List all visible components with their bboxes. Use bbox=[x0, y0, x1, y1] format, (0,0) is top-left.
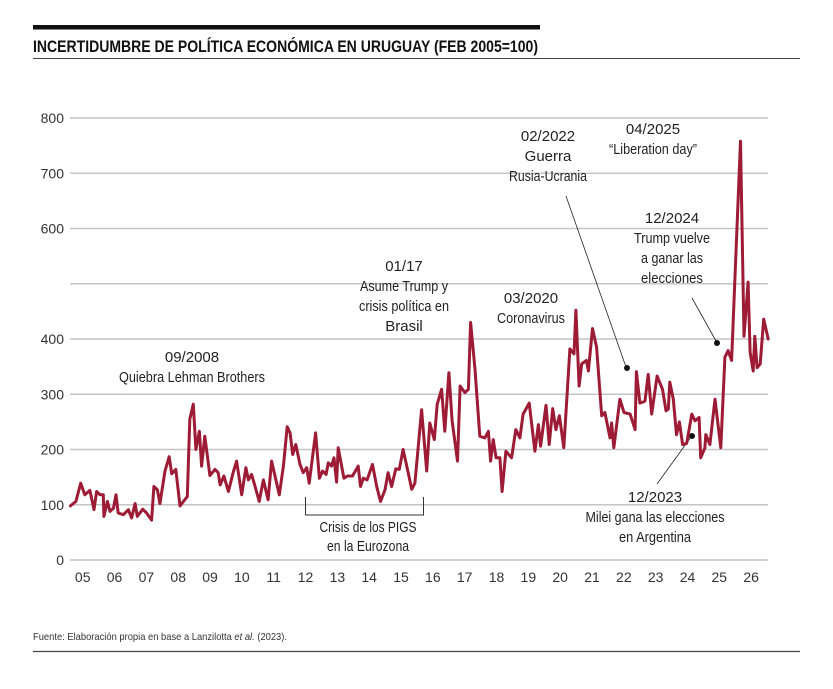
annotation-trump-2024: 12/2024 Trump vuelve a ganar las eleccio… bbox=[634, 210, 720, 346]
annotation-text: “Liberation day” bbox=[609, 141, 697, 158]
annotation-text: Asume Trump y bbox=[360, 278, 448, 295]
annotation-ukraine: 02/2022 Guerra Rusia-Ucrania bbox=[509, 128, 630, 371]
x-tick-label: 23 bbox=[648, 569, 664, 585]
annotation-text: 12/2024 bbox=[645, 210, 699, 227]
annotation-text: a ganar las bbox=[641, 250, 703, 267]
x-tick-label: 14 bbox=[361, 569, 377, 585]
annotation-text: Trump vuelve bbox=[634, 230, 710, 247]
x-tick-label: 13 bbox=[330, 569, 346, 585]
x-tick-label: 12 bbox=[298, 569, 314, 585]
x-axis-ticks: 05 06 07 08 09 10 11 12 13 14 15 16 17 18 19 20 21 22 23 24… bbox=[75, 569, 759, 585]
annotation-pigs: Crisis de los PIGS en la Eurozona bbox=[305, 497, 424, 555]
y-tick-label: 100 bbox=[41, 497, 65, 513]
leader-line bbox=[565, 195, 627, 368]
x-tick-label: 15 bbox=[393, 569, 409, 585]
gridlines bbox=[70, 117, 768, 561]
x-tick-label: 09 bbox=[202, 569, 218, 585]
annotation-text: 03/2020 bbox=[504, 290, 558, 307]
y-tick-label: 0 bbox=[56, 552, 64, 568]
annotation-trump-2017: 01/17 Asume Trump y crisis política en B… bbox=[359, 258, 449, 335]
source-italic: et al. bbox=[234, 631, 254, 643]
annotation-text: Crisis de los PIGS bbox=[320, 519, 417, 536]
y-tick-label: 700 bbox=[41, 165, 65, 181]
x-tick-label: 25 bbox=[712, 569, 728, 585]
x-tick-label: 24 bbox=[680, 569, 696, 585]
x-tick-label: 18 bbox=[489, 569, 505, 585]
marker-dot bbox=[689, 433, 695, 439]
y-tick-label: 300 bbox=[41, 386, 65, 402]
x-tick-label: 19 bbox=[521, 569, 537, 585]
top-rule bbox=[33, 25, 540, 30]
annotation-text: Quiebra Lehman Brothers bbox=[119, 369, 265, 386]
annotation-lehman: 09/2008 Quiebra Lehman Brothers bbox=[119, 349, 265, 386]
chart-title: INCERTIDUMBRE DE POLÍTICA ECONÓMICA EN U… bbox=[33, 37, 538, 56]
y-tick-label: 800 bbox=[41, 110, 65, 126]
annotation-text: en la Eurozona bbox=[327, 538, 410, 555]
annotation-text: Brasil bbox=[385, 318, 423, 335]
x-tick-label: 07 bbox=[139, 569, 155, 585]
annotation-text: 09/2008 bbox=[165, 349, 219, 366]
marker-dot bbox=[624, 365, 630, 371]
marker-dot bbox=[714, 340, 720, 346]
annotation-liberation-day: 04/2025 “Liberation day” bbox=[609, 121, 697, 158]
data-points bbox=[70, 141, 769, 521]
y-tick-label: 600 bbox=[41, 221, 65, 237]
x-tick-label: 06 bbox=[107, 569, 123, 585]
source-text-end: (2023). bbox=[255, 631, 287, 643]
x-tick-label: 11 bbox=[266, 569, 281, 585]
y-tick-label: 400 bbox=[41, 331, 65, 347]
x-tick-label: 08 bbox=[170, 569, 186, 585]
annotation-text: elecciones bbox=[641, 270, 703, 287]
leader-line bbox=[691, 297, 717, 342]
annotation-text: Guerra bbox=[525, 148, 572, 165]
x-tick-label: 17 bbox=[457, 569, 473, 585]
x-tick-label: 22 bbox=[616, 569, 632, 585]
annotation-text: Coronavirus bbox=[497, 310, 565, 327]
annotation-text: 04/2025 bbox=[626, 121, 680, 138]
y-axis-ticks: 0 100 200 300 400 600 700 800 bbox=[41, 110, 65, 568]
x-tick-label: 16 bbox=[425, 569, 441, 585]
x-tick-label: 21 bbox=[584, 569, 600, 585]
annotation-milei: 12/2023 Milei gana las elecciones en Arg… bbox=[586, 433, 725, 546]
pigs-bracket bbox=[305, 497, 424, 516]
source-text: Fuente: Elaboración propia en base a Lan… bbox=[33, 631, 234, 643]
x-tick-label: 26 bbox=[743, 569, 759, 585]
annotation-text: 01/17 bbox=[385, 258, 423, 275]
y-tick-label: 200 bbox=[41, 442, 65, 458]
x-tick-label: 20 bbox=[552, 569, 568, 585]
annotation-text: Rusia-Ucrania bbox=[509, 168, 588, 185]
x-tick-label: 10 bbox=[234, 569, 250, 585]
x-tick-label: 05 bbox=[75, 569, 91, 585]
annotation-text: Milei gana las elecciones bbox=[586, 509, 725, 526]
annotation-text: 02/2022 bbox=[521, 128, 575, 145]
annotation-text: en Argentina bbox=[619, 529, 692, 546]
annotation-text: crisis política en bbox=[359, 298, 449, 315]
annotation-text: 12/2023 bbox=[628, 489, 682, 506]
annotation-covid: 03/2020 Coronavirus bbox=[497, 290, 565, 327]
source-note: Fuente: Elaboración propia en base a Lan… bbox=[33, 631, 287, 643]
